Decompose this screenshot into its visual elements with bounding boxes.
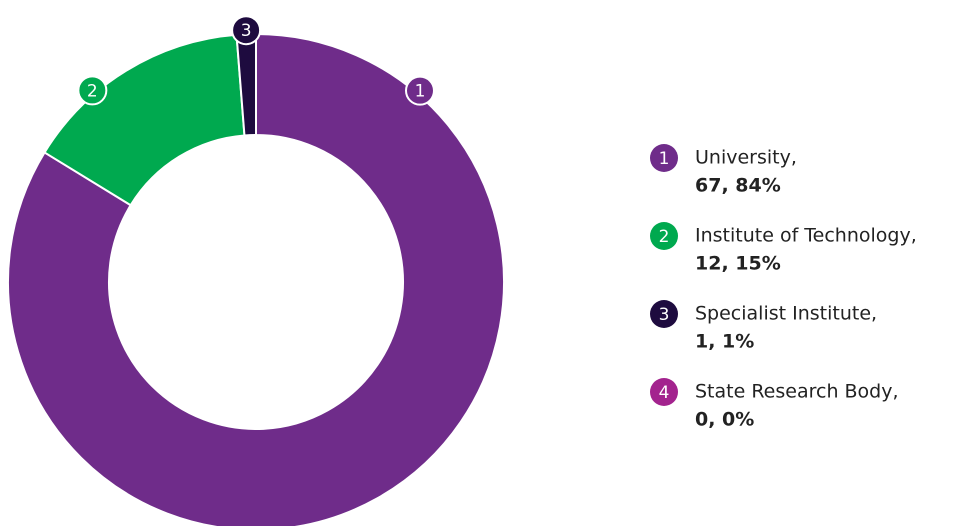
legend-badge-label: 3 — [659, 305, 670, 325]
legend-badge — [650, 378, 678, 406]
legend-name: University, — [695, 147, 797, 169]
legend-value: 12, 15% — [695, 253, 781, 275]
legend-value: 0, 0% — [695, 409, 754, 431]
legend-name: Specialist Institute, — [695, 303, 877, 325]
legend-badge-label: 1 — [659, 149, 670, 169]
donut-segment — [7, 32, 505, 526]
legend-name: Institute of Technology, — [695, 225, 917, 247]
legend-badge-label: 4 — [659, 383, 670, 403]
segment-badge-label: 1 — [415, 82, 426, 102]
legend-badge — [650, 222, 678, 250]
segment-badge — [231, 15, 262, 46]
segment-badge — [77, 75, 108, 106]
segment-badge — [404, 75, 435, 106]
legend-value: 1, 1% — [695, 331, 754, 353]
legend-badge — [650, 300, 678, 328]
legend-badge — [650, 144, 678, 172]
segment-badge-label: 2 — [87, 81, 98, 101]
legend-badge-label: 2 — [659, 227, 670, 247]
segment-badge-label: 3 — [241, 21, 252, 41]
legend-name: State Research Body, — [695, 381, 899, 403]
legend-value: 67, 84% — [695, 175, 781, 197]
